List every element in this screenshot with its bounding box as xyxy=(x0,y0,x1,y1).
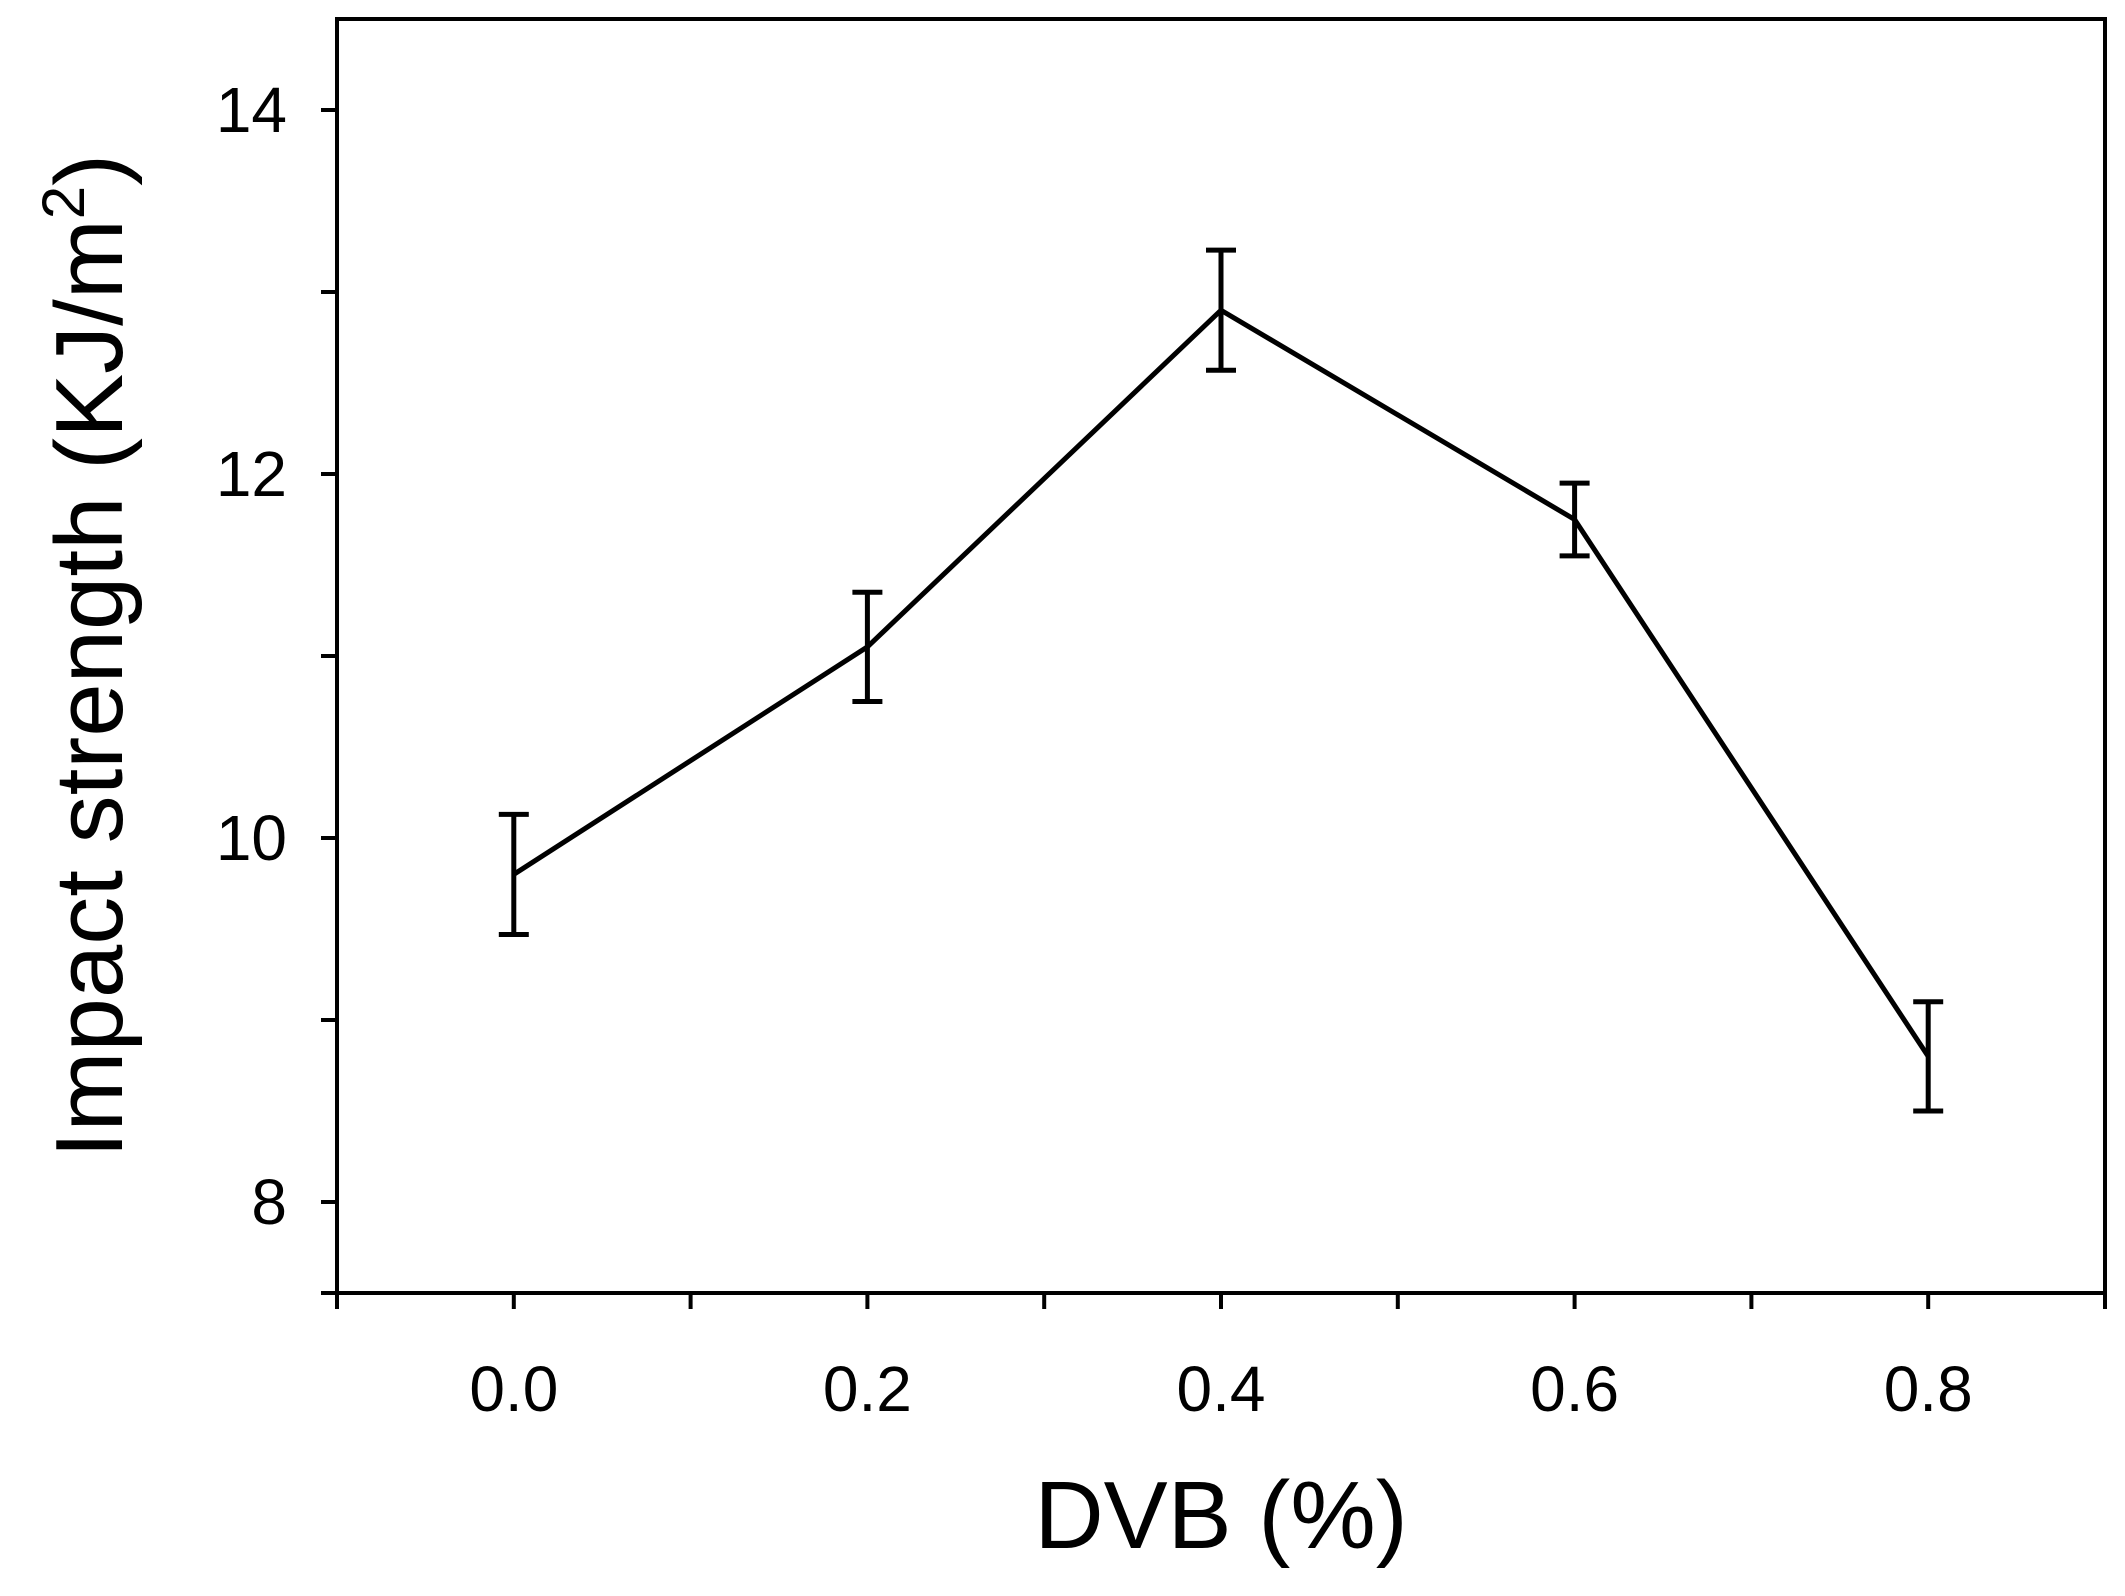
x-axis-title: DVB (%) xyxy=(1034,1462,1407,1569)
x-tick-label: 0.8 xyxy=(1884,1353,1973,1425)
y-tick-label: 12 xyxy=(216,438,287,510)
plot-frame xyxy=(335,17,2107,1295)
x-tick-label: 0.6 xyxy=(1530,1353,1619,1425)
data-point xyxy=(866,645,869,648)
x-tick-label: 0.4 xyxy=(1177,1353,1266,1425)
x-tick-label: 0.2 xyxy=(823,1353,912,1425)
y-axis-title: Impact strength (KJ/m2) xyxy=(30,154,143,1158)
y-tick-label: 14 xyxy=(216,74,287,146)
data-point xyxy=(512,873,515,876)
x-tick-label: 0.0 xyxy=(469,1353,558,1425)
y-axis-title-superscript: 2 xyxy=(30,186,97,219)
x-axis: 0.0 0.2 0.4 0.6 0.8 xyxy=(335,1293,2107,1425)
y-axis-title-main: Impact strength (KJ/m xyxy=(36,219,143,1158)
y-axis-title-close: ) xyxy=(36,154,143,186)
y-axis: 8 10 12 14 xyxy=(216,74,337,1295)
y-tick-label: 10 xyxy=(216,802,287,874)
series-layer xyxy=(498,247,1944,1114)
data-point xyxy=(1220,309,1222,312)
data-point xyxy=(1927,1055,1930,1058)
y-tick-label: 8 xyxy=(251,1166,287,1238)
data-point xyxy=(1573,518,1576,521)
series-line xyxy=(512,307,1931,1058)
